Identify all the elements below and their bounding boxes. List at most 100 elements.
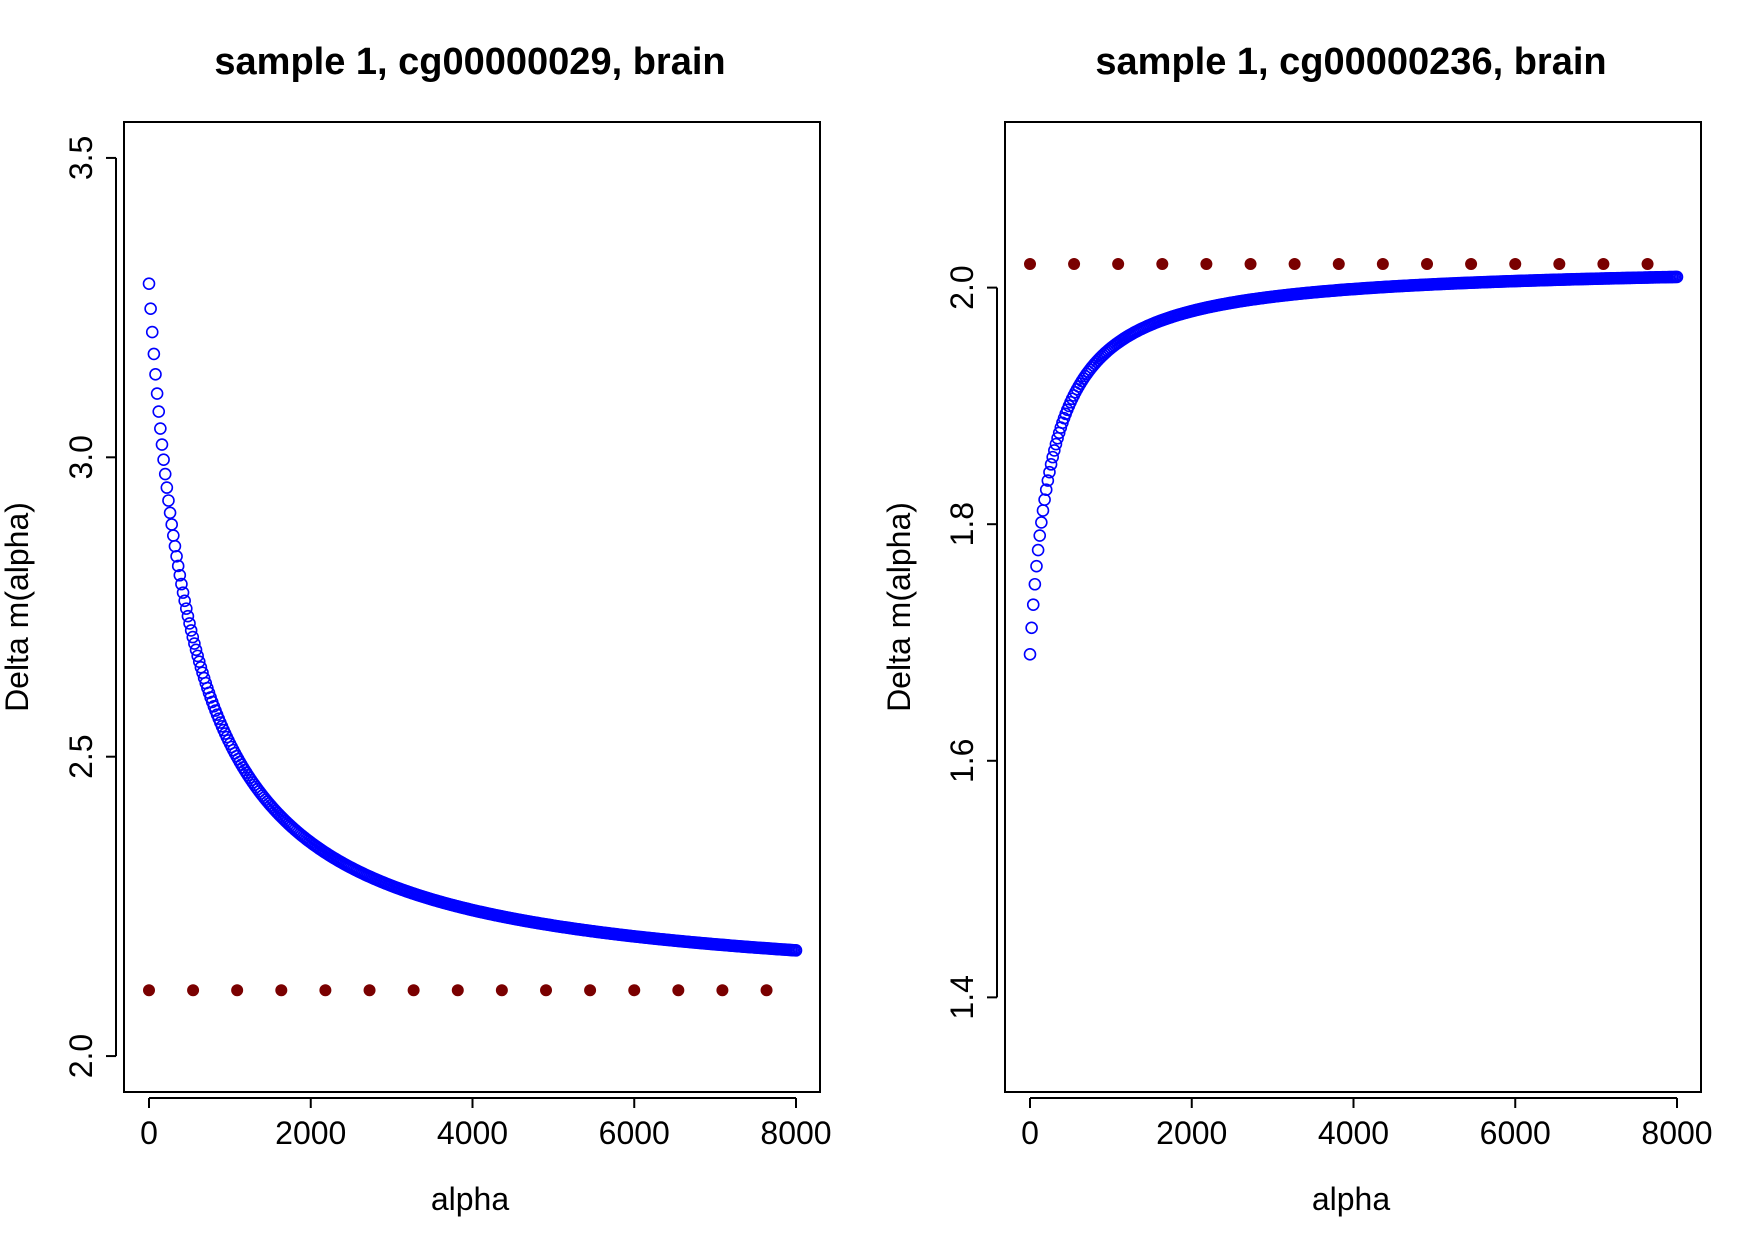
data-point [1041,474,1055,487]
reference-point [319,984,332,997]
reference-point [540,984,553,997]
x-axis: 0 2000 4000 6000 8000 [140,1097,832,1151]
data-point [144,302,157,316]
data-point [1030,559,1043,573]
x-tick-label: 6000 [599,1115,670,1151]
data-point [191,649,204,663]
data-point [176,586,190,599]
reference-point [1024,257,1036,270]
y-axis: 2.0 2.5 3.0 3.5 [63,136,117,1078]
x-tick-label: 4000 [1318,1115,1389,1151]
data-point [150,387,164,400]
data-point [147,347,161,361]
data-point [186,630,200,644]
reference-point [1553,257,1566,270]
data-point [1038,493,1051,506]
data-point [175,577,188,591]
data-point [160,481,174,494]
y-axis-label: Delta m(alpha) [881,502,917,712]
data-point [170,549,183,563]
reference-point [363,984,376,997]
data-marks [142,277,803,997]
y-tick-label: 1.8 [944,502,980,546]
data-point [1028,577,1042,591]
data-point [1036,504,1050,517]
data-point [173,568,187,582]
reference-point [1509,257,1522,270]
reference-point [1200,257,1213,270]
reference-point [1597,257,1610,270]
x-tick-label: 8000 [760,1115,831,1151]
reference-point [1465,257,1478,270]
y-tick-label: 1.4 [944,975,980,1019]
y-tick-label: 3.5 [63,136,99,180]
data-point [1044,458,1058,471]
reference-point [1068,257,1081,270]
reference-point [672,984,685,997]
data-point [149,368,162,381]
reference-point [143,984,155,997]
data-point [184,624,198,637]
reference-point [451,984,464,997]
data-point [145,325,159,339]
reference-point [1641,257,1654,270]
reference-point [1244,257,1257,270]
y-tick-label: 2.0 [944,265,980,309]
reference-point [1376,257,1389,270]
reference-point [1156,257,1169,270]
data-point [1023,648,1037,661]
reference-point [1332,257,1345,270]
data-point [178,594,191,608]
x-axis-label: alpha [431,1181,510,1217]
reference-point [1421,257,1434,270]
data-point [1039,483,1053,497]
data-point [1035,516,1048,529]
data-point [1043,465,1056,479]
reference-point [1288,257,1301,270]
x-tick-label: 0 [140,1115,158,1151]
data-point [188,637,201,650]
data-point [155,438,169,451]
reference-point [275,984,288,997]
data-point [789,944,803,957]
reference-point [231,984,244,997]
x-tick-label: 2000 [1156,1115,1227,1151]
data-point [167,529,180,542]
reference-point [495,984,508,997]
data-point [1025,621,1038,635]
x-tick-label: 4000 [437,1115,508,1151]
chart-title: sample 1, cg00000029, brain [214,41,725,83]
x-axis-label: alpha [1312,1181,1391,1217]
data-point [1048,444,1061,457]
y-tick-label: 2.5 [63,734,99,778]
data-point [152,405,166,418]
data-point [163,506,177,520]
data-point [1049,437,1063,451]
data-marks [1023,257,1684,661]
data-point [1670,270,1684,284]
data-point [181,609,195,623]
reference-point [407,984,420,997]
data-point [158,467,172,481]
data-point [165,518,178,531]
x-axis: 0 2000 4000 6000 8000 [1021,1097,1713,1151]
data-point [162,494,175,507]
data-point [168,539,182,553]
y-tick-label: 3.0 [63,435,99,479]
data-point [1033,529,1047,542]
data-point [142,277,156,290]
data-point [171,559,185,573]
data-point [1046,450,1059,464]
data-point [154,422,167,435]
reference-point [1112,257,1125,270]
data-point [180,602,193,615]
reference-point [584,984,597,997]
y-axis-label: Delta m(alpha) [0,502,35,712]
y-tick-label: 1.6 [944,739,980,783]
x-tick-label: 0 [1021,1115,1039,1151]
plot-frame [1004,121,1702,1093]
plot-frame [123,121,821,1093]
x-tick-label: 2000 [275,1115,346,1151]
y-axis: 1.4 1.6 1.8 2.0 [944,265,998,1020]
right-panel: sample 1, cg00000236, brain alpha Delta … [881,41,1713,1217]
